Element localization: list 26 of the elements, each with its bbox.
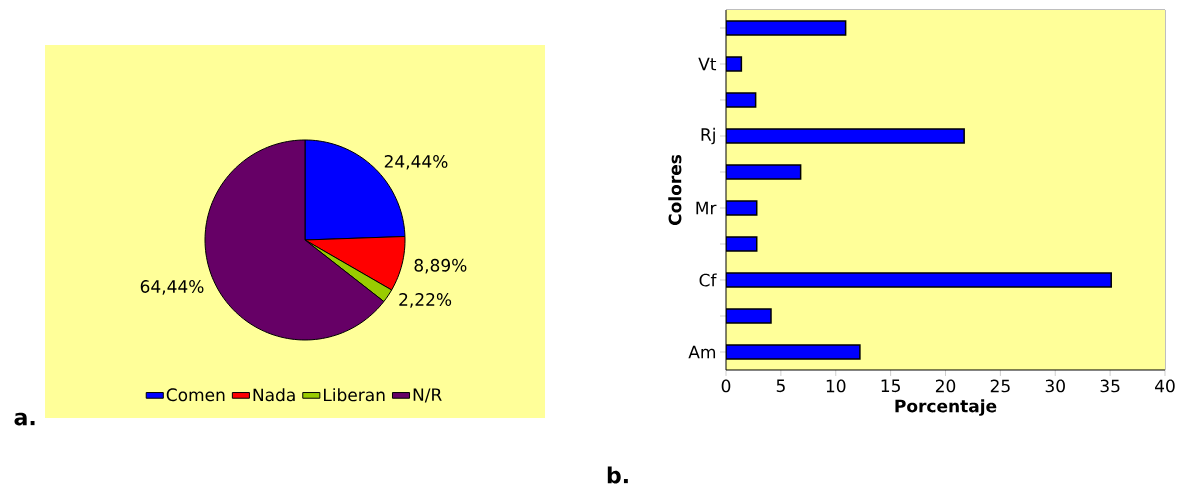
y-tick-label: Vt bbox=[698, 57, 717, 71]
y-tick-label: Am bbox=[688, 345, 716, 359]
legend-label: Liberan bbox=[324, 388, 385, 402]
y-tick-label: Mr bbox=[696, 201, 717, 215]
x-axis-title: Porcentaje bbox=[895, 399, 997, 416]
y-tick-label: Cf bbox=[699, 273, 717, 287]
legend-label: Comen bbox=[166, 388, 225, 402]
legend-label: N/R bbox=[413, 388, 442, 403]
x-tick-label: 20 bbox=[935, 379, 956, 393]
text: a. bbox=[14, 412, 35, 426]
data-label: 64,44% bbox=[140, 280, 204, 295]
x-tick-label: 25 bbox=[990, 379, 1010, 393]
y-tick-label: Rj bbox=[701, 127, 715, 145]
text: b. bbox=[607, 466, 628, 484]
data-label: 2,22% bbox=[399, 293, 452, 308]
x-tick-label: 40 bbox=[1155, 379, 1175, 393]
x-tick-label: 0 bbox=[721, 379, 731, 393]
y-axis-title: Colores bbox=[668, 154, 682, 225]
x-tick-label: 30 bbox=[1045, 379, 1065, 393]
data-label: 8,89% bbox=[414, 258, 467, 274]
x-tick-label: 5 bbox=[776, 379, 785, 393]
x-tick-label: 10 bbox=[826, 379, 846, 393]
x-tick-label: 35 bbox=[1100, 379, 1120, 393]
x-tick-label: 15 bbox=[881, 379, 900, 393]
data-label: 24,44% bbox=[384, 154, 448, 170]
legend-label: Nada bbox=[253, 388, 295, 402]
